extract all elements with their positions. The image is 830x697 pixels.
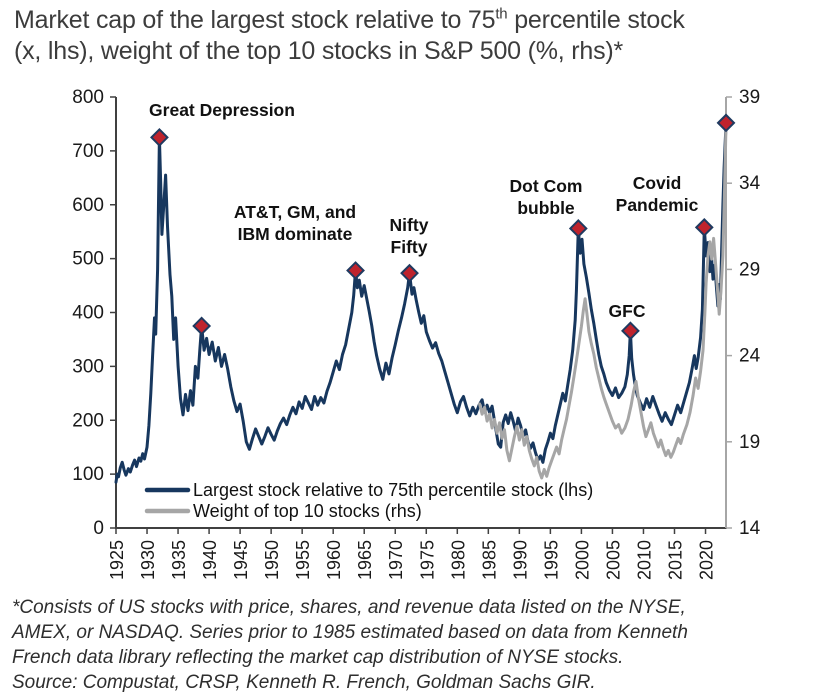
x-tick-label: 1970 [386,540,406,580]
x-tick-label: 1955 [293,540,313,580]
annotation-label: Covid [633,173,682,193]
y-right-tick-label: 39 [739,87,760,108]
axes: 0 100 200 300 400 500 600 700 800 14 19 24 29 34 39 192… [72,87,760,580]
y-left-tick-label: 300 [72,356,104,377]
title-line2: (x, lhs), weight of the top 10 stocks in… [14,37,624,65]
x-tick-label: 1945 [231,540,251,580]
chart-title: Market cap of the largest stock relative… [14,5,816,67]
x-tick-label: 1975 [417,540,437,580]
y-right-tick-label: 19 [739,432,760,453]
x-tick-label: 1950 [262,540,282,580]
x-tick-label: 2010 [634,540,654,580]
series-top10-weight-line [478,123,728,480]
legend: Largest stock relative to 75th percentil… [144,480,593,521]
y-right-tick-label: 24 [739,346,761,367]
annotation-label: Great Depression [149,100,295,120]
x-tick-label: 1980 [448,540,468,580]
peak-diamond-icon [400,263,419,283]
annotation-label: AT&T, GM, and [234,202,356,222]
peak-diamond-icon [192,316,212,336]
x-tick-label: 2015 [665,540,685,580]
annotation-label: Dot Com [510,176,583,196]
footnote-line: Source: Compustat, CRSP, Kenneth R. Fren… [12,672,596,693]
peak-diamond-icon [621,321,640,341]
annotation-label: IBM dominate [238,224,353,244]
y-right-tick-label: 29 [739,259,760,280]
x-tick-label: 1925 [107,540,127,580]
annotation-label: bubble [517,198,575,218]
x-tick-label: 2005 [603,540,623,580]
x-tick-label: 1985 [479,540,499,580]
peak-diamond-icon [568,219,588,238]
y-left-tick-label: 400 [72,303,104,324]
peak-markers [150,113,736,341]
y-left-tick-label: 100 [72,464,104,485]
footnote-line: *Consists of US stocks with price, share… [12,597,686,618]
footnote-line: AMEX, or NASDAQ. Series prior to 1985 es… [12,622,688,643]
footnote: *Consists of US stocks with price, share… [12,595,822,695]
x-tick-label: 1930 [138,540,158,580]
x-tick-label: 1990 [510,540,530,580]
y-left-tick-label: 0 [93,518,104,539]
x-tick-label: 1965 [355,540,375,580]
annotation-label: Pandemic [616,195,699,215]
annotation-label: GFC [609,301,646,321]
y-left-tick-label: 800 [72,87,104,108]
title-line1: Market cap of the largest stock relative… [14,5,685,34]
x-tick-label: 2020 [697,540,717,580]
y-right-tick-label: 14 [739,518,761,539]
y-left-tick-label: 700 [72,141,104,162]
legend-label: Weight of top 10 stocks (rhs) [193,501,422,521]
title-superscript: th [495,5,508,23]
annotation-label: Fifty [391,237,428,257]
peak-diamond-icon [694,217,714,237]
x-tick-label: 2000 [572,540,592,580]
peak-diamond-icon [346,261,365,280]
y-left-tick-label: 200 [72,410,104,431]
x-tick-label: 1935 [169,540,189,580]
legend-label: Largest stock relative to 75th percentil… [193,480,593,500]
peak-diamond-icon [716,113,736,133]
footnote-line: French data library reflecting the marke… [12,647,624,668]
x-tick-label: 1995 [541,540,561,580]
y-left-tick-label: 600 [72,195,104,216]
annotation-label: Nifty [390,215,429,235]
x-tick-label: 1940 [200,540,220,580]
y-left-tick-label: 500 [72,249,104,270]
x-tick-label: 1960 [324,540,344,580]
peak-diamond-icon [150,127,169,147]
y-right-tick-label: 34 [739,173,761,194]
